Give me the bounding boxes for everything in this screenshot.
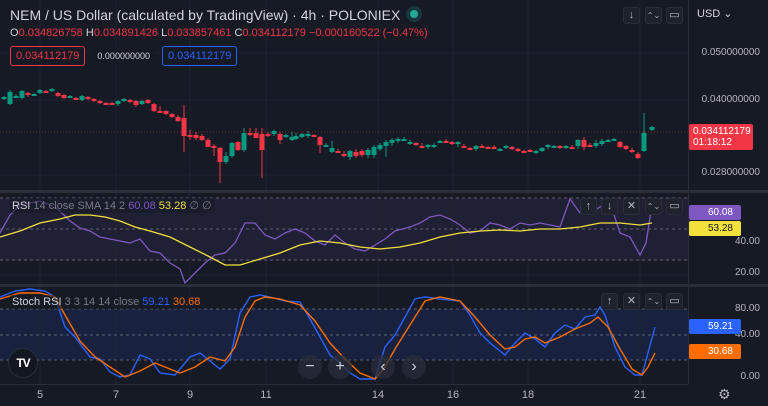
stoch-rsi-params: 3 3 14 14 close [64,296,140,308]
rsi-axis-label: 40.00 [734,236,760,247]
stoch-d-tag: 30.68 [689,344,741,359]
market-status-icon [410,10,419,19]
change-value: −0.000160522 (−0.47%) [308,27,428,39]
trade-pills: 0.034112179 0.000000000 0.034112179 [10,46,238,66]
current-price: 0.034112179 [693,126,751,137]
maximize-icon: ▭ [669,200,680,212]
close-icon: ✕ [626,200,637,212]
price-axis-label: 0.028000000 [701,167,760,178]
chevron-right-icon: › [411,358,417,375]
close-label: C [234,27,243,39]
stoch-k-tag: 59.21 [689,319,741,334]
scroll-right-button[interactable]: › [402,355,426,379]
candlestick-chart [0,0,688,190]
rsi-value-tag: 60.08 [689,205,741,220]
time-label: 9 [186,389,194,401]
stoch-rsi-legend[interactable]: Stoch RSI 3 3 14 14 close 59.21 30.68 [10,295,203,309]
time-label: 7 [112,389,120,401]
arrow-up-icon: ↑ [606,295,613,307]
ohlc-values: O0.034826758 H0.034891426 L0.033857461 C… [10,27,428,39]
rsi-legend[interactable]: RSI 14 close SMA 14 2 60.08 53.28 ∅ ∅ [10,198,214,213]
scroll-left-button[interactable]: ‹ [371,355,395,379]
stoch-axis-label: 0.00 [740,371,760,382]
time-label: 5 [36,389,44,401]
bar-countdown: 01:18:12 [693,137,732,148]
symbol-title-text: NEM / US Dollar (calculated by TradingVi… [10,7,401,23]
time-label: 16 [446,389,460,401]
collapse-icon: ⌃⌄ [646,296,661,306]
sell-button[interactable]: 0.034112179 [10,46,86,66]
maximize-pane-button[interactable]: ▭ [666,198,683,215]
maximize-icon: ▭ [669,295,680,307]
stoch-d-value: 30.68 [172,296,201,308]
spread-value: 0.000000000 [91,47,156,65]
collapse-pane-button[interactable]: ⌃⌄ [645,7,662,24]
price-axis-label: 0.040000000 [701,94,760,105]
move-up-button[interactable]: ↑ [580,198,597,215]
maximize-pane-button[interactable]: ▭ [666,7,683,24]
move-down-button[interactable]: ↓ [623,7,640,24]
plus-icon: + [335,358,345,375]
currency-selector[interactable]: USD ⌄ [697,8,733,20]
close-value: 0.034112179 [242,27,306,39]
open-label: O [10,27,19,39]
pane-separator[interactable] [0,284,768,287]
symbol-title[interactable]: NEM / US Dollar (calculated by TradingVi… [10,7,419,23]
rsi-empty-value: ∅ [202,200,212,212]
price-axis-label: 0.050000000 [701,47,760,58]
rsi-empty-value: ∅ [189,200,199,212]
close-icon: ✕ [626,295,637,307]
open-value: 0.034826758 [18,27,83,39]
arrow-down-icon: ↓ [628,9,635,21]
collapse-pane-button[interactable]: ⌃⌄ [645,293,662,310]
move-down-button[interactable]: ↓ [601,198,618,215]
minus-icon: − [305,358,315,375]
stoch-rsi-pane[interactable]: Stoch RSI 3 3 14 14 close 59.21 30.68 ↑ … [0,287,688,384]
price-axis[interactable]: USD ⌄ 0.050000000 0.040000000 0.02800000… [688,0,768,190]
collapse-pane-button[interactable]: ⌃⌄ [645,198,662,215]
stoch-k-value: 59.21 [142,296,170,308]
rsi-sma-value: 53.28 [158,200,187,212]
current-price-tag: 0.034112179 01:18:12 [689,124,753,150]
zoom-out-button[interactable]: − [298,355,322,379]
low-value: 0.033857461 [167,27,232,39]
high-label: H [85,27,94,39]
stoch-rsi-chart [0,287,688,384]
rsi-params: 14 close SMA 14 2 [33,200,126,212]
time-label: 21 [633,389,647,401]
high-value: 0.034891426 [93,27,159,39]
rsi-name: RSI [12,200,31,212]
move-up-button[interactable]: ↑ [601,293,618,310]
time-label: 11 [260,389,272,401]
pane-separator[interactable] [0,190,768,193]
time-label: 18 [521,389,535,401]
stoch-rsi-axis[interactable]: 80.00 40.00 0.00 [688,287,768,384]
rsi-axis-label: 20.00 [734,267,760,278]
buy-button[interactable]: 0.034112179 [161,46,238,66]
remove-indicator-button[interactable]: ✕ [623,293,640,310]
rsi-pane[interactable]: RSI 14 close SMA 14 2 60.08 53.28 ∅ ∅ ↑ … [0,193,688,284]
stoch-axis-label: 40.00 [734,329,760,340]
time-axis[interactable]: 5 7 9 11 14 16 18 21 [0,384,688,406]
low-label: L [161,27,168,39]
arrow-up-icon: ↑ [585,200,592,212]
settings-gear-icon[interactable]: ⚙ [718,386,731,402]
time-label: 14 [371,389,385,401]
collapse-icon: ⌃⌄ [646,10,661,20]
rsi-sma-tag: 53.28 [689,221,741,236]
tradingview-logo[interactable]: TV [8,348,38,378]
stoch-axis-label: 80.00 [734,303,760,314]
zoom-in-button[interactable]: + [328,355,352,379]
chevron-left-icon: ‹ [380,358,386,375]
remove-indicator-button[interactable]: ✕ [623,198,640,215]
stoch-rsi-name: Stoch RSI [12,296,62,308]
maximize-pane-button[interactable]: ▭ [666,293,683,310]
arrow-down-icon: ↓ [606,200,613,212]
price-pane[interactable]: NEM / US Dollar (calculated by TradingVi… [0,0,688,190]
maximize-icon: ▭ [669,9,680,21]
rsi-value: 60.08 [128,200,156,212]
collapse-icon: ⌃⌄ [646,201,661,211]
